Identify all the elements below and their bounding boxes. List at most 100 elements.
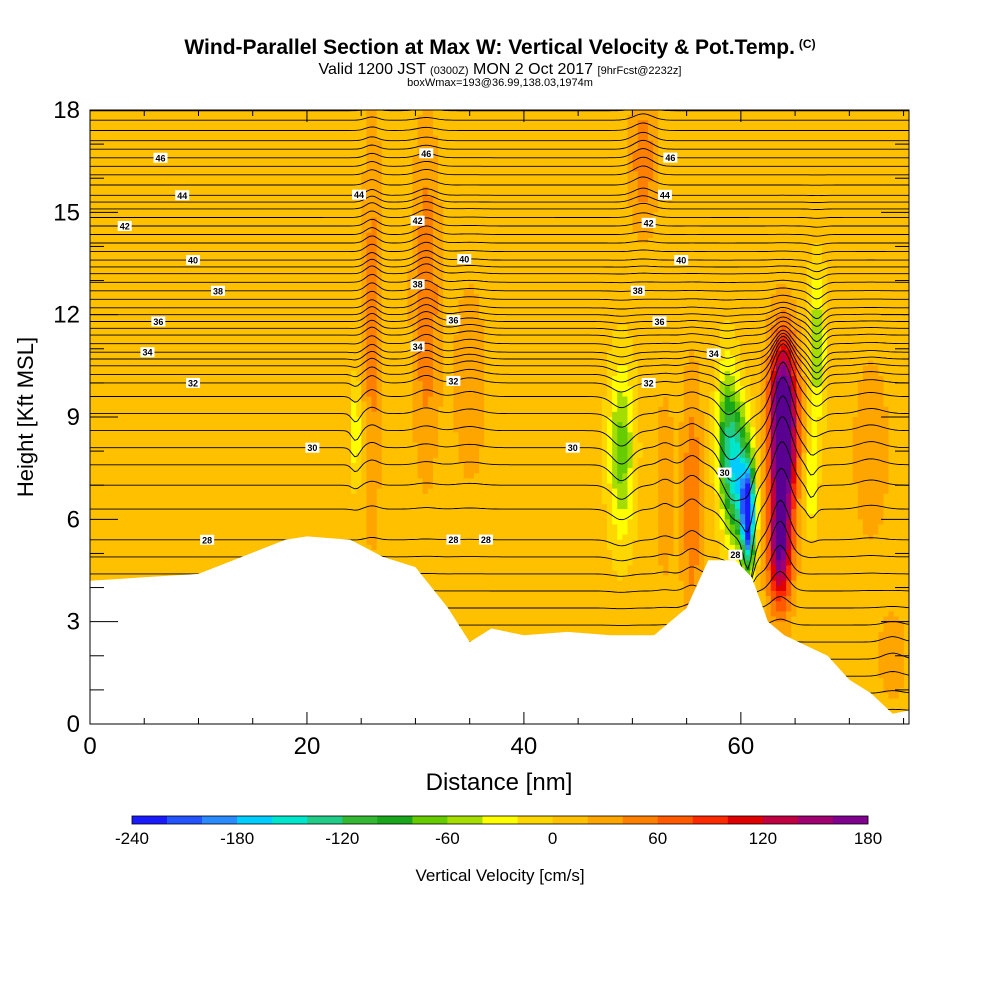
field-cell: [136, 258, 142, 264]
field-cell: [279, 151, 285, 157]
field-cell: [95, 156, 101, 162]
field-cell: [254, 187, 260, 193]
field-cell: [341, 243, 347, 249]
field-cell: [300, 202, 306, 208]
field-cell: [402, 166, 408, 172]
field-cell: [530, 258, 536, 264]
field-cell: [510, 182, 516, 188]
field-cell: [162, 248, 168, 254]
field-cell: [868, 258, 874, 264]
field-cell: [750, 217, 756, 223]
field-cell: [105, 177, 111, 183]
field-cell: [694, 156, 700, 162]
field-cell: [520, 141, 526, 147]
field-cell: [566, 130, 572, 136]
field-cell: [530, 166, 536, 172]
field-cell: [735, 223, 741, 229]
field-cell: [131, 130, 137, 136]
field-cell: [894, 171, 900, 177]
field-cell: [694, 130, 700, 136]
field-cell: [315, 207, 321, 213]
field-cell: [223, 156, 229, 162]
field-cell: [848, 171, 854, 177]
field-cell: [90, 253, 96, 259]
field-cell: [320, 146, 326, 152]
field-cell: [453, 156, 459, 162]
field-cell: [407, 258, 413, 264]
field-cell: [464, 228, 470, 234]
field-cell: [110, 146, 116, 152]
field-cell: [397, 243, 403, 249]
field-cell: [699, 151, 705, 157]
field-cell: [837, 177, 843, 183]
field-cell: [883, 248, 889, 254]
field-cell: [136, 253, 142, 259]
field-cell: [213, 243, 219, 249]
field-cell: [694, 258, 700, 264]
field-cell: [494, 182, 500, 188]
field-cell: [868, 243, 874, 249]
field-cell: [868, 192, 874, 198]
field-cell: [761, 192, 767, 198]
field-cell: [750, 228, 756, 234]
field-cell: [622, 120, 628, 126]
field-cell: [136, 130, 142, 136]
field-cell: [90, 223, 96, 229]
field-cell: [607, 166, 613, 172]
field-cell: [658, 130, 664, 136]
field-cell: [520, 166, 526, 172]
field-cell: [295, 258, 301, 264]
field-cell: [325, 151, 331, 157]
field-cell: [714, 130, 720, 136]
field-cell: [709, 130, 715, 136]
field-cell: [817, 141, 823, 147]
field-cell: [100, 233, 106, 239]
field-cell: [622, 217, 628, 223]
field-cell: [576, 233, 582, 239]
field-cell: [325, 166, 331, 172]
field-cell: [827, 141, 833, 147]
field-cell: [546, 258, 552, 264]
field-cell: [110, 120, 116, 126]
field-cell: [592, 192, 598, 198]
field-cell: [121, 171, 127, 177]
field-cell: [356, 151, 362, 157]
field-cell: [781, 146, 787, 152]
field-cell: [95, 248, 101, 254]
field-cell: [203, 141, 209, 147]
field-cell: [607, 120, 613, 126]
field-cell: [858, 264, 864, 270]
field-cell: [858, 253, 864, 259]
field-cell: [899, 228, 905, 234]
field-cell: [894, 223, 900, 229]
field-cell: [494, 233, 500, 239]
field-cell: [863, 202, 869, 208]
field-cell: [730, 151, 736, 157]
field-cell: [720, 151, 726, 157]
field-cell: [832, 192, 838, 198]
field-cell: [750, 156, 756, 162]
field-cell: [566, 141, 572, 147]
field-cell: [689, 217, 695, 223]
field-cell: [218, 207, 224, 213]
field-cell: [607, 146, 613, 152]
field-cell: [592, 258, 598, 264]
field-cell: [612, 233, 618, 239]
field-cell: [515, 223, 521, 229]
field-cell: [254, 248, 260, 254]
field-cell: [197, 207, 203, 213]
field-cell: [116, 146, 122, 152]
field-cell: [151, 120, 157, 126]
field-cell: [633, 182, 639, 188]
field-cell: [459, 166, 465, 172]
field-cell: [540, 182, 546, 188]
field-cell: [479, 207, 485, 213]
field-cell: [694, 233, 700, 239]
field-cell: [878, 177, 884, 183]
field-cell: [878, 130, 884, 136]
field-cell: [116, 243, 122, 249]
field-cell: [331, 141, 337, 147]
field-cell: [720, 141, 726, 147]
field-cell: [341, 187, 347, 193]
field-cell: [709, 177, 715, 183]
